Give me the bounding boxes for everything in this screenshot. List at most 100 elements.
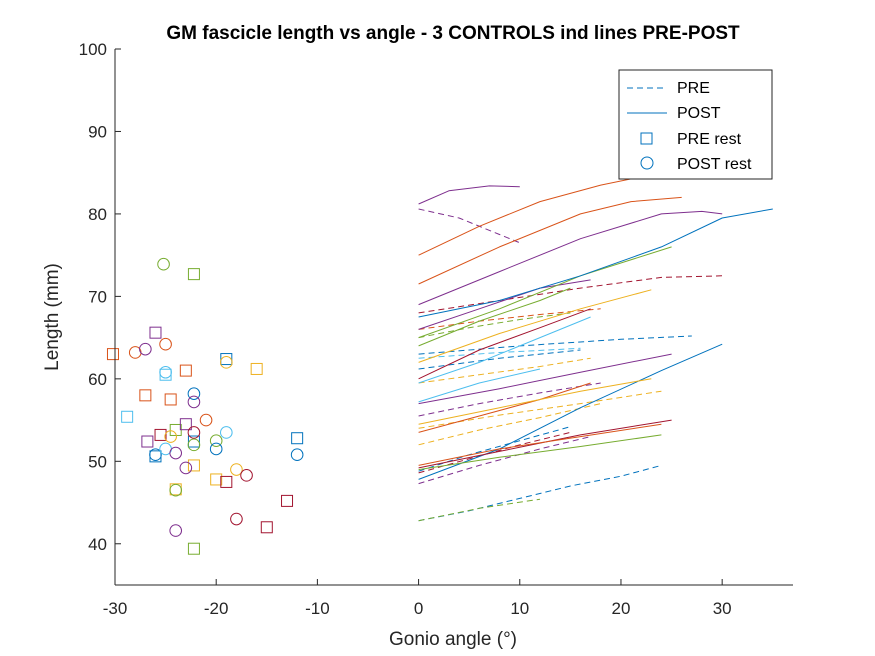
post-rest-marker — [164, 430, 177, 443]
post-rest-marker — [240, 469, 253, 482]
post-rest-marker — [187, 387, 201, 400]
pre-series-line — [418, 431, 571, 474]
post-series-line — [418, 185, 520, 205]
y-tick-label: 60 — [88, 370, 107, 389]
y-tick-label: 50 — [88, 452, 107, 471]
y-tick-label: 70 — [88, 287, 107, 306]
pre-series-line — [418, 275, 723, 314]
x-tick-label: 10 — [510, 599, 529, 618]
legend-pre-rest-square-icon — [640, 132, 653, 145]
post-series-line — [418, 308, 591, 380]
post-rest-marker — [187, 426, 201, 439]
legend-post-rest-label: POST rest — [677, 156, 752, 173]
post-series-line — [418, 287, 571, 347]
legend: PRE POST PRE rest POST rest — [618, 69, 773, 180]
pre-series-line — [418, 382, 601, 417]
post-series-line — [418, 353, 672, 405]
pre-rest-marker — [187, 435, 200, 448]
post-series-line — [418, 316, 591, 384]
legend-post-label: POST — [677, 105, 721, 122]
pre-rest-marker — [281, 494, 294, 507]
post-rest-marker — [209, 442, 223, 456]
legend-box — [618, 69, 773, 180]
ticks: -30 -20 -10 0 10 20 30 40 50 60 70 80 90 100 — [79, 40, 732, 618]
x-tick-label: 0 — [414, 599, 423, 618]
y-tick-label: 40 — [88, 535, 107, 554]
pre-rest-marker — [220, 353, 233, 366]
pre-series-line — [418, 349, 581, 370]
x-tick-label: -20 — [204, 599, 229, 618]
post-series-line — [418, 343, 723, 480]
post-rest-marker — [230, 512, 243, 526]
pre-rest-marker — [164, 393, 177, 406]
y-tick-label: 100 — [79, 40, 107, 59]
pre-series-line — [418, 312, 571, 339]
x-tick-label: 20 — [612, 599, 631, 618]
post-rest-marker — [159, 365, 172, 379]
pre-series-line — [418, 403, 601, 446]
pre-rest-marker — [121, 410, 134, 423]
post-series-line — [418, 246, 672, 339]
pre-rest-marker — [149, 326, 162, 339]
post-series-line — [418, 176, 642, 256]
post-rest-marker — [169, 446, 183, 460]
post-rest-marker — [220, 426, 233, 439]
pre-rest-marker — [179, 418, 192, 431]
post-series-line — [418, 208, 773, 318]
post-series-line — [418, 423, 662, 466]
pre-series-line — [418, 436, 591, 485]
pre-rest-marker — [250, 362, 263, 375]
post-series-line — [418, 289, 652, 363]
post-series-line — [418, 368, 541, 403]
post-series-line — [418, 382, 591, 433]
post-rest-marker — [169, 483, 183, 497]
post-rest-marker — [157, 257, 170, 271]
pre-rest-marker — [187, 459, 200, 472]
x-tick-label: -30 — [103, 599, 128, 618]
pre-series-line — [418, 335, 692, 355]
x-tick-label: 30 — [713, 599, 732, 618]
post-rest-marker — [199, 413, 213, 427]
post-rest-marker — [187, 438, 201, 452]
y-tick-label: 80 — [88, 205, 107, 224]
series-lines — [418, 176, 773, 522]
pre-series-line — [418, 357, 591, 384]
pre-rest-marker — [220, 475, 233, 488]
post-rest-marker — [179, 461, 193, 475]
post-rest-marker — [139, 342, 152, 356]
post-rest-marker — [230, 463, 243, 476]
legend-post-rest-circle-icon — [640, 156, 654, 170]
axes — [114, 49, 793, 586]
pre-rest-marker — [141, 435, 154, 448]
x-axis-title: Gonio angle (°) — [389, 629, 517, 650]
chart-title: GM fascicle length vs angle - 3 CONTROLS… — [166, 23, 740, 44]
post-series-line — [418, 279, 591, 330]
post-rest-marker — [290, 448, 304, 462]
post-rest-marker — [159, 337, 172, 351]
pre-rest-marker — [106, 348, 119, 361]
post-series-line — [418, 210, 723, 306]
legend-pre-label: PRE — [677, 80, 710, 97]
post-rest-marker — [187, 395, 201, 409]
pre-series-line — [418, 347, 581, 359]
legend-pre-rest-label: PRE rest — [677, 131, 742, 148]
rest-markers — [106, 257, 304, 555]
pre-rest-marker — [187, 268, 200, 281]
x-tick-label: -10 — [305, 599, 330, 618]
post-series-line — [418, 434, 662, 471]
post-rest-marker — [169, 524, 183, 537]
pre-rest-marker — [260, 521, 273, 534]
post-series-line — [418, 378, 652, 425]
post-rest-marker — [220, 356, 233, 369]
pre-rest-marker — [179, 364, 192, 377]
pre-rest-marker — [187, 542, 200, 555]
post-rest-marker — [209, 434, 223, 447]
y-axis-title: Length (mm) — [42, 263, 63, 371]
y-tick-label: 90 — [88, 122, 107, 141]
pre-rest-marker — [291, 432, 304, 445]
post-series-line — [418, 196, 682, 285]
pre-rest-marker — [210, 473, 223, 486]
pre-rest-marker — [139, 389, 152, 402]
post-rest-marker — [149, 448, 162, 462]
